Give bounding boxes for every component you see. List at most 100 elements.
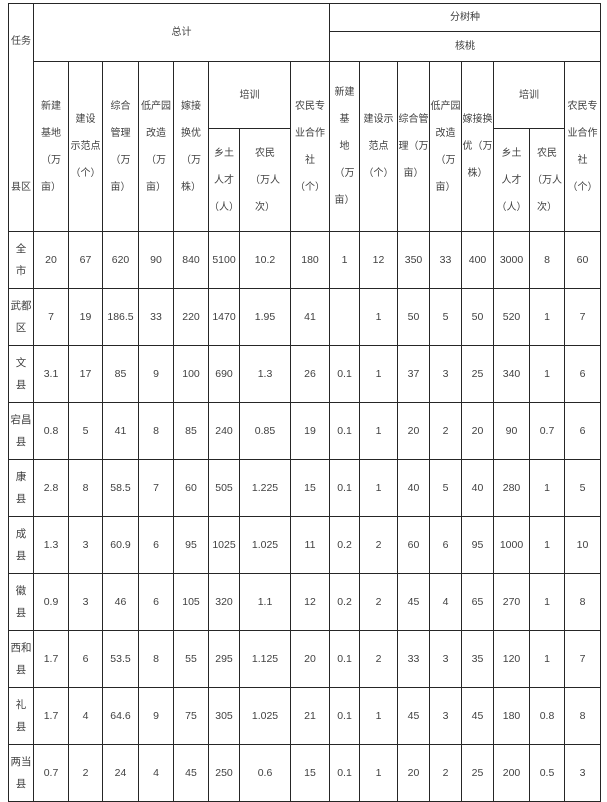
row-label: 徽 县 [8, 573, 34, 631]
data-cell: 95 [461, 516, 494, 574]
table-row: 成 县 1.3 3 60.9 6 95 1025 1.025 11 0.2 2 … [8, 516, 601, 574]
data-cell: 1.3 [33, 516, 69, 574]
data-cell: 1.1 [239, 573, 291, 631]
data-cell: 186.5 [102, 288, 139, 346]
data-cell: 8 [529, 231, 565, 289]
data-cell: 40 [461, 459, 494, 517]
data-cell: 1 [529, 288, 565, 346]
data-cell: 0.1 [329, 744, 360, 802]
corner-box: 任务 县区 [10, 31, 33, 204]
data-cell: 35 [461, 630, 494, 688]
table-row: 文 县 3.1 17 85 9 100 690 1.3 26 0.1 1 37 … [8, 345, 601, 403]
data-cell: 400 [461, 231, 494, 289]
data-cell: 12 [290, 573, 330, 631]
data-cell: 3.1 [33, 345, 69, 403]
col-header-total-new-base: 新建 基地 （万 亩） [33, 61, 69, 232]
data-cell: 40 [397, 459, 430, 517]
data-cell: 50 [397, 288, 430, 346]
species-header-walnut: 核桃 [329, 31, 601, 62]
data-cell: 53.5 [102, 630, 139, 688]
data-cell: 5100 [208, 231, 240, 289]
data-cell: 2 [359, 516, 398, 574]
data-cell: 41 [102, 402, 139, 460]
col-header-total-low-yield: 低产园 改造 （万 亩） [138, 61, 174, 232]
corner-label-bottom: 县区 [11, 182, 31, 193]
row-label: 康 县 [8, 459, 34, 517]
data-cell: 7 [564, 288, 601, 346]
data-cell: 6 [564, 345, 601, 403]
data-cell: 120 [493, 630, 530, 688]
data-cell: 0.8 [33, 402, 69, 460]
table-row: 西和 县 1.7 6 53.5 8 55 295 1.125 20 0.1 2 … [8, 630, 601, 688]
table-row: 康 县 2.8 8 58.5 7 60 505 1.225 15 0.1 1 4… [8, 459, 601, 517]
data-cell: 270 [493, 573, 530, 631]
data-cell: 12 [359, 231, 398, 289]
data-cell: 0.8 [529, 687, 565, 745]
data-cell: 1.95 [239, 288, 291, 346]
data-cell: 240 [208, 402, 240, 460]
data-cell: 8 [68, 459, 103, 517]
data-cell: 1 [529, 516, 565, 574]
data-cell: 2 [68, 744, 103, 802]
table-header: 任务 县区 总计 分树种 核桃 新建 基地 （万 亩） 建设 示范点 （个） 综… [8, 3, 601, 232]
data-cell: 19 [290, 402, 330, 460]
data-cell: 0.7 [529, 402, 565, 460]
data-cell: 60.9 [102, 516, 139, 574]
data-cell: 6 [68, 630, 103, 688]
data-cell: 37 [397, 345, 430, 403]
corner-cell: 任务 县区 [8, 3, 34, 232]
data-cell: 0.6 [239, 744, 291, 802]
data-cell: 180 [290, 231, 330, 289]
data-cell: 7 [564, 630, 601, 688]
table-row: 武都 区 7 19 186.5 33 220 1470 1.95 41 1 50… [8, 288, 601, 346]
data-cell: 2 [429, 402, 462, 460]
data-cell: 2 [359, 573, 398, 631]
data-cell: 20 [33, 231, 69, 289]
data-cell: 6 [138, 573, 174, 631]
data-cell: 90 [138, 231, 174, 289]
row-label: 礼 县 [8, 687, 34, 745]
data-cell: 1 [529, 345, 565, 403]
task-table: 任务 县区 总计 分树种 核桃 新建 基地 （万 亩） 建设 示范点 （个） 综… [8, 3, 601, 802]
data-cell: 9 [138, 687, 174, 745]
data-cell: 3 [68, 573, 103, 631]
data-cell: 100 [173, 345, 209, 403]
data-cell: 85 [173, 402, 209, 460]
table-row: 宕昌 县 0.8 5 41 8 85 240 0.85 19 0.1 1 20 … [8, 402, 601, 460]
data-cell: 33 [397, 630, 430, 688]
data-cell: 0.1 [329, 345, 360, 403]
data-cell: 3 [68, 516, 103, 574]
data-cell: 60 [564, 231, 601, 289]
data-cell: 220 [173, 288, 209, 346]
data-cell: 1.3 [239, 345, 291, 403]
data-cell: 10 [564, 516, 601, 574]
data-cell: 7 [33, 288, 69, 346]
data-cell: 2.8 [33, 459, 69, 517]
data-cell: 17 [68, 345, 103, 403]
data-cell: 5 [564, 459, 601, 517]
col-header-total-coop: 农民专 业合作 社 （个） [290, 61, 330, 232]
data-cell: 1025 [208, 516, 240, 574]
col-header-walnut-graft: 嫁接换 优（万 株） [461, 61, 494, 232]
data-cell: 0.2 [329, 573, 360, 631]
data-cell: 0.85 [239, 402, 291, 460]
data-cell: 10.2 [239, 231, 291, 289]
data-cell: 1.7 [33, 630, 69, 688]
data-cell: 1.025 [239, 516, 291, 574]
data-cell: 2 [359, 630, 398, 688]
data-cell: 1 [529, 630, 565, 688]
data-cell: 6 [564, 402, 601, 460]
data-cell: 1.125 [239, 630, 291, 688]
data-cell: 0.1 [329, 687, 360, 745]
data-cell: 280 [493, 459, 530, 517]
data-cell: 60 [173, 459, 209, 517]
row-label: 文 县 [8, 345, 34, 403]
data-cell: 45 [173, 744, 209, 802]
data-cell: 4 [429, 573, 462, 631]
data-cell: 4 [138, 744, 174, 802]
data-cell: 19 [68, 288, 103, 346]
data-cell: 67 [68, 231, 103, 289]
data-cell: 690 [208, 345, 240, 403]
col-header-total-demo-sites: 建设 示范点 （个） [68, 61, 103, 232]
data-cell: 105 [173, 573, 209, 631]
